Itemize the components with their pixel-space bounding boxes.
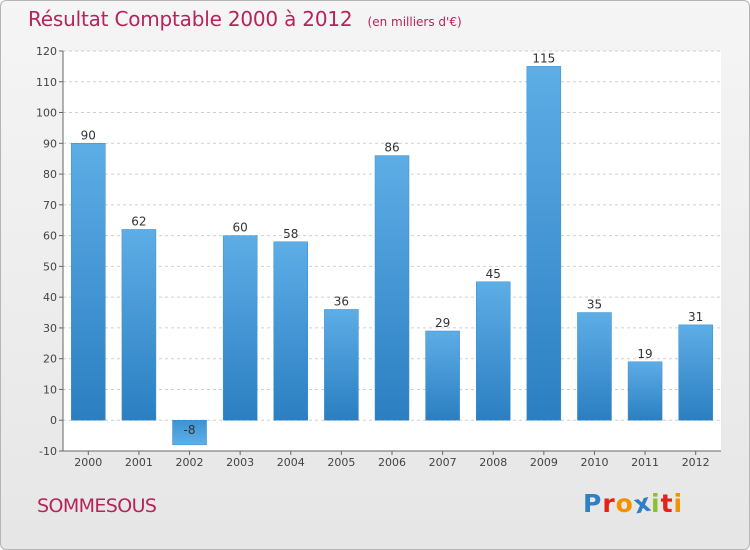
x-tick-label-2012: 2012	[682, 456, 710, 469]
bar-2004	[273, 241, 309, 421]
value-label-2005: 36	[334, 294, 349, 308]
x-tick-label-2001: 2001	[125, 456, 153, 469]
bar-2007	[425, 330, 460, 421]
commune-name: SOMMESOUS	[37, 495, 157, 517]
y-tick-label: 50	[43, 260, 57, 273]
x-tick-label-2008: 2008	[479, 456, 507, 469]
x-tick-label-2007: 2007	[429, 456, 457, 469]
value-label-2006: 86	[384, 141, 399, 155]
y-tick-label: 120	[36, 45, 57, 58]
chart-title: Résultat Comptable 2000 à 2012	[28, 7, 353, 31]
value-label-2012: 31	[688, 310, 703, 324]
y-tick-label: -10	[39, 445, 57, 458]
bar-2012	[678, 324, 713, 421]
y-tick-label: 70	[43, 199, 57, 212]
logo-letter: o	[615, 489, 634, 518]
bar-2001	[121, 229, 157, 421]
y-tick-label: 80	[43, 168, 57, 181]
y-tick-label: 90	[43, 137, 57, 150]
value-label-2003: 60	[233, 221, 248, 235]
x-tick-label-2000: 2000	[74, 456, 102, 469]
value-label-2008: 45	[486, 267, 501, 281]
x-tick-label-2010: 2010	[580, 456, 608, 469]
y-tick-label: 10	[43, 383, 57, 396]
bar-2006	[374, 155, 410, 421]
logo-letter: r	[602, 489, 616, 518]
y-tick-label: 40	[43, 291, 57, 304]
x-tick-label-2003: 2003	[226, 456, 254, 469]
bar-2009	[526, 66, 562, 421]
y-tick-label: 0	[50, 414, 57, 427]
bar-2011	[627, 361, 663, 421]
bar-2008	[475, 281, 511, 421]
x-tick-label-2009: 2009	[530, 456, 558, 469]
x-tick-label-2006: 2006	[378, 456, 406, 469]
x-tick-label-2002: 2002	[176, 456, 204, 469]
value-label-2009: 115	[532, 51, 555, 65]
chart-title-block: Résultat Comptable 2000 à 2012 (en milli…	[28, 7, 462, 31]
logo-letter: t	[660, 489, 674, 518]
y-tick-label: 100	[36, 107, 57, 120]
bar-2003	[222, 235, 258, 421]
bar-2010	[577, 312, 612, 421]
bar-2002	[172, 419, 207, 446]
x-tick-label-2005: 2005	[327, 456, 355, 469]
y-tick-label: 30	[43, 322, 57, 335]
chart-subtitle: (en milliers d'€)	[367, 15, 462, 29]
value-label-2002: -8	[184, 423, 196, 437]
x-tick-label-2004: 2004	[277, 456, 305, 469]
value-label-2010: 35	[587, 298, 602, 312]
y-tick-label: 20	[43, 353, 57, 366]
x-tick-label-2011: 2011	[631, 456, 659, 469]
logo-letter: i	[651, 489, 661, 518]
bar-2000	[71, 143, 106, 421]
y-tick-label: 110	[36, 76, 57, 89]
proxiti-logo: Proxiti	[583, 488, 684, 520]
value-label-2001: 62	[131, 214, 146, 228]
logo-letter: P	[583, 489, 603, 518]
value-label-2004: 58	[283, 227, 298, 241]
value-label-2011: 19	[637, 347, 652, 361]
value-label-2007: 29	[435, 316, 450, 330]
value-label-2000: 90	[81, 128, 96, 142]
y-tick-label: 60	[43, 230, 57, 243]
bar-2005	[324, 309, 359, 421]
logo-letter: i	[673, 489, 684, 518]
